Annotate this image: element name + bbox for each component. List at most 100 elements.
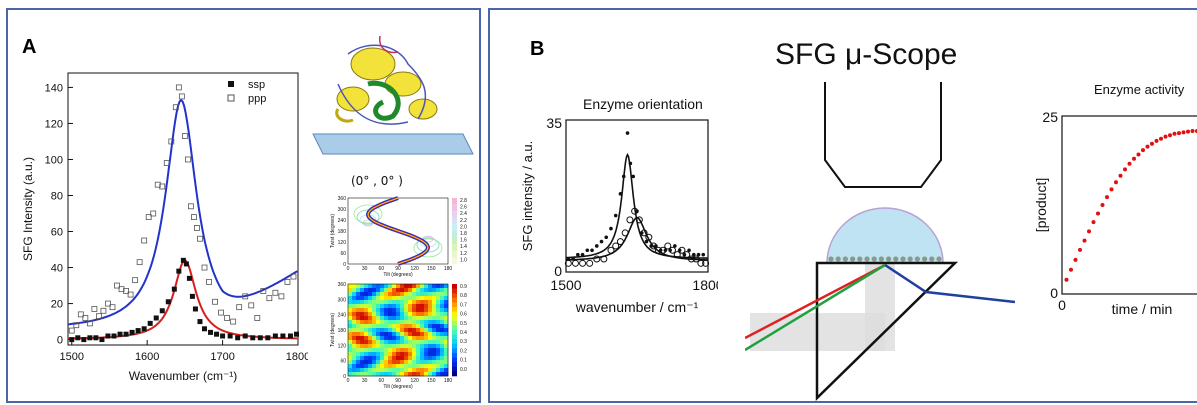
heatmap-cell <box>440 300 445 305</box>
heatmap-cell <box>416 292 421 297</box>
heatmap-cell <box>420 340 425 345</box>
heatmap-cell <box>412 352 417 357</box>
heatmap-x-tick-label: 60 <box>379 378 385 384</box>
enzyme-dot <box>893 256 899 262</box>
heatmap-cell <box>372 364 377 369</box>
heatmap-cell <box>400 312 405 317</box>
heatmap-colorbar-segment <box>452 353 457 358</box>
heatmap-cell <box>348 300 353 305</box>
heatmap-cell <box>420 344 425 349</box>
heatmap-cell <box>376 340 381 345</box>
heatmap-cell <box>404 304 409 309</box>
enzyme-dot <box>842 256 848 262</box>
ppp-point <box>96 313 102 320</box>
heatmap-cell <box>360 296 365 301</box>
heatmap-cell <box>348 288 353 293</box>
heatmap-cell <box>368 328 373 333</box>
open-data-point <box>645 233 653 241</box>
product-data-point <box>1186 129 1190 134</box>
open-data-point <box>635 216 643 224</box>
ppp-point <box>175 84 182 91</box>
heatmap-cell <box>444 348 449 353</box>
heatmap-cell <box>392 292 397 297</box>
heatmap-cell <box>388 328 393 333</box>
contour-colorbar-label: 2.8 <box>460 198 467 204</box>
heatmap-cell <box>432 292 437 297</box>
heatmap-cell <box>416 340 421 345</box>
open-data-point <box>593 255 601 263</box>
heatmap-cell <box>436 320 441 325</box>
heatmap-cell <box>352 304 357 309</box>
heatmap-cell <box>364 320 369 325</box>
heatmap-cell <box>348 356 353 361</box>
heatmap-cell <box>432 364 437 369</box>
heatmap-cell <box>412 316 417 321</box>
open-data-point <box>612 242 620 250</box>
open-data-point <box>607 246 615 254</box>
ppp-point <box>168 138 175 145</box>
heatmap-cell <box>436 332 441 337</box>
heatmap-cell <box>444 368 449 373</box>
heatmap-cell <box>412 288 417 293</box>
heatmap-x-tick-label: 120 <box>410 378 419 384</box>
ppp-point <box>236 304 243 311</box>
heatmap-cell <box>364 336 369 341</box>
heatmap-cell <box>444 352 449 357</box>
open-data-point <box>697 259 705 267</box>
heatmap-cell <box>432 300 437 305</box>
contour-colorbar-segment <box>452 211 457 218</box>
heatmap-cell <box>444 312 449 317</box>
ssp-point <box>186 275 192 281</box>
x-axis-label: time / min <box>1112 301 1173 317</box>
heatmap-y-tick-label: 180 <box>338 328 347 334</box>
heatmap-cell <box>432 336 437 341</box>
heatmap-cell <box>388 288 393 293</box>
open-data-point <box>586 259 594 267</box>
heatmap-cell <box>388 296 393 301</box>
ssp-point <box>135 328 141 334</box>
contour-colorbar-segment <box>452 224 457 231</box>
heatmap-cell <box>420 284 425 289</box>
heatmap-cell <box>368 288 373 293</box>
heatmap-cell <box>352 352 357 357</box>
contour-line <box>422 235 434 243</box>
heatmap-cell <box>368 352 373 357</box>
heatmap-cell <box>432 356 437 361</box>
filled-data-point <box>696 252 701 257</box>
heatmap-cell <box>364 308 369 313</box>
heatmap-cell <box>396 288 401 293</box>
ppp-point <box>82 315 89 321</box>
ssp-point <box>189 293 195 299</box>
contour-line <box>362 219 374 227</box>
heatmap-cell <box>360 344 365 349</box>
heatmap-cell <box>384 328 389 333</box>
heatmap-cell <box>348 292 353 297</box>
heatmap-cell <box>416 304 421 309</box>
heatmap-cell <box>392 372 397 377</box>
heatmap-cell <box>380 296 385 301</box>
sample-droplet <box>826 207 944 264</box>
contour-y-tick-label: 60 <box>340 251 346 257</box>
heatmap-cell <box>404 300 409 305</box>
filled-data-point <box>594 244 599 248</box>
enzyme-activity-chart: 250010time / min[product] <box>1033 109 1197 317</box>
heatmap-cell <box>444 340 449 345</box>
prism <box>815 261 959 401</box>
heatmap-colorbar-segment <box>452 293 457 299</box>
heatmap-cell <box>356 288 361 293</box>
heatmap-cell <box>436 316 441 321</box>
heatmap-cell <box>364 372 369 377</box>
heatmap-cell <box>404 312 409 317</box>
open-data-point <box>669 246 676 254</box>
heatmap-cell <box>404 284 409 289</box>
legend-ppp-marker <box>227 94 235 102</box>
heatmap-cell <box>392 312 397 317</box>
heatmap-cell <box>388 360 393 365</box>
heatmap-cell <box>388 356 393 361</box>
ppp-point <box>254 315 261 321</box>
orientation-chart-title: Enzyme orientation <box>583 96 703 112</box>
ppp-point <box>114 282 120 289</box>
heatmap-cell <box>356 360 361 365</box>
heatmap-cell <box>412 364 417 369</box>
ppp-point <box>118 286 125 293</box>
